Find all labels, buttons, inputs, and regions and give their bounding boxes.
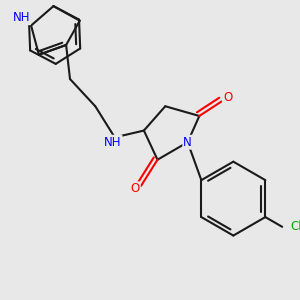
Text: Cl: Cl bbox=[290, 220, 300, 233]
Text: O: O bbox=[223, 91, 232, 104]
Text: NH: NH bbox=[104, 136, 122, 149]
Text: NH: NH bbox=[13, 11, 30, 24]
Text: N: N bbox=[183, 136, 192, 149]
Text: O: O bbox=[130, 182, 140, 195]
